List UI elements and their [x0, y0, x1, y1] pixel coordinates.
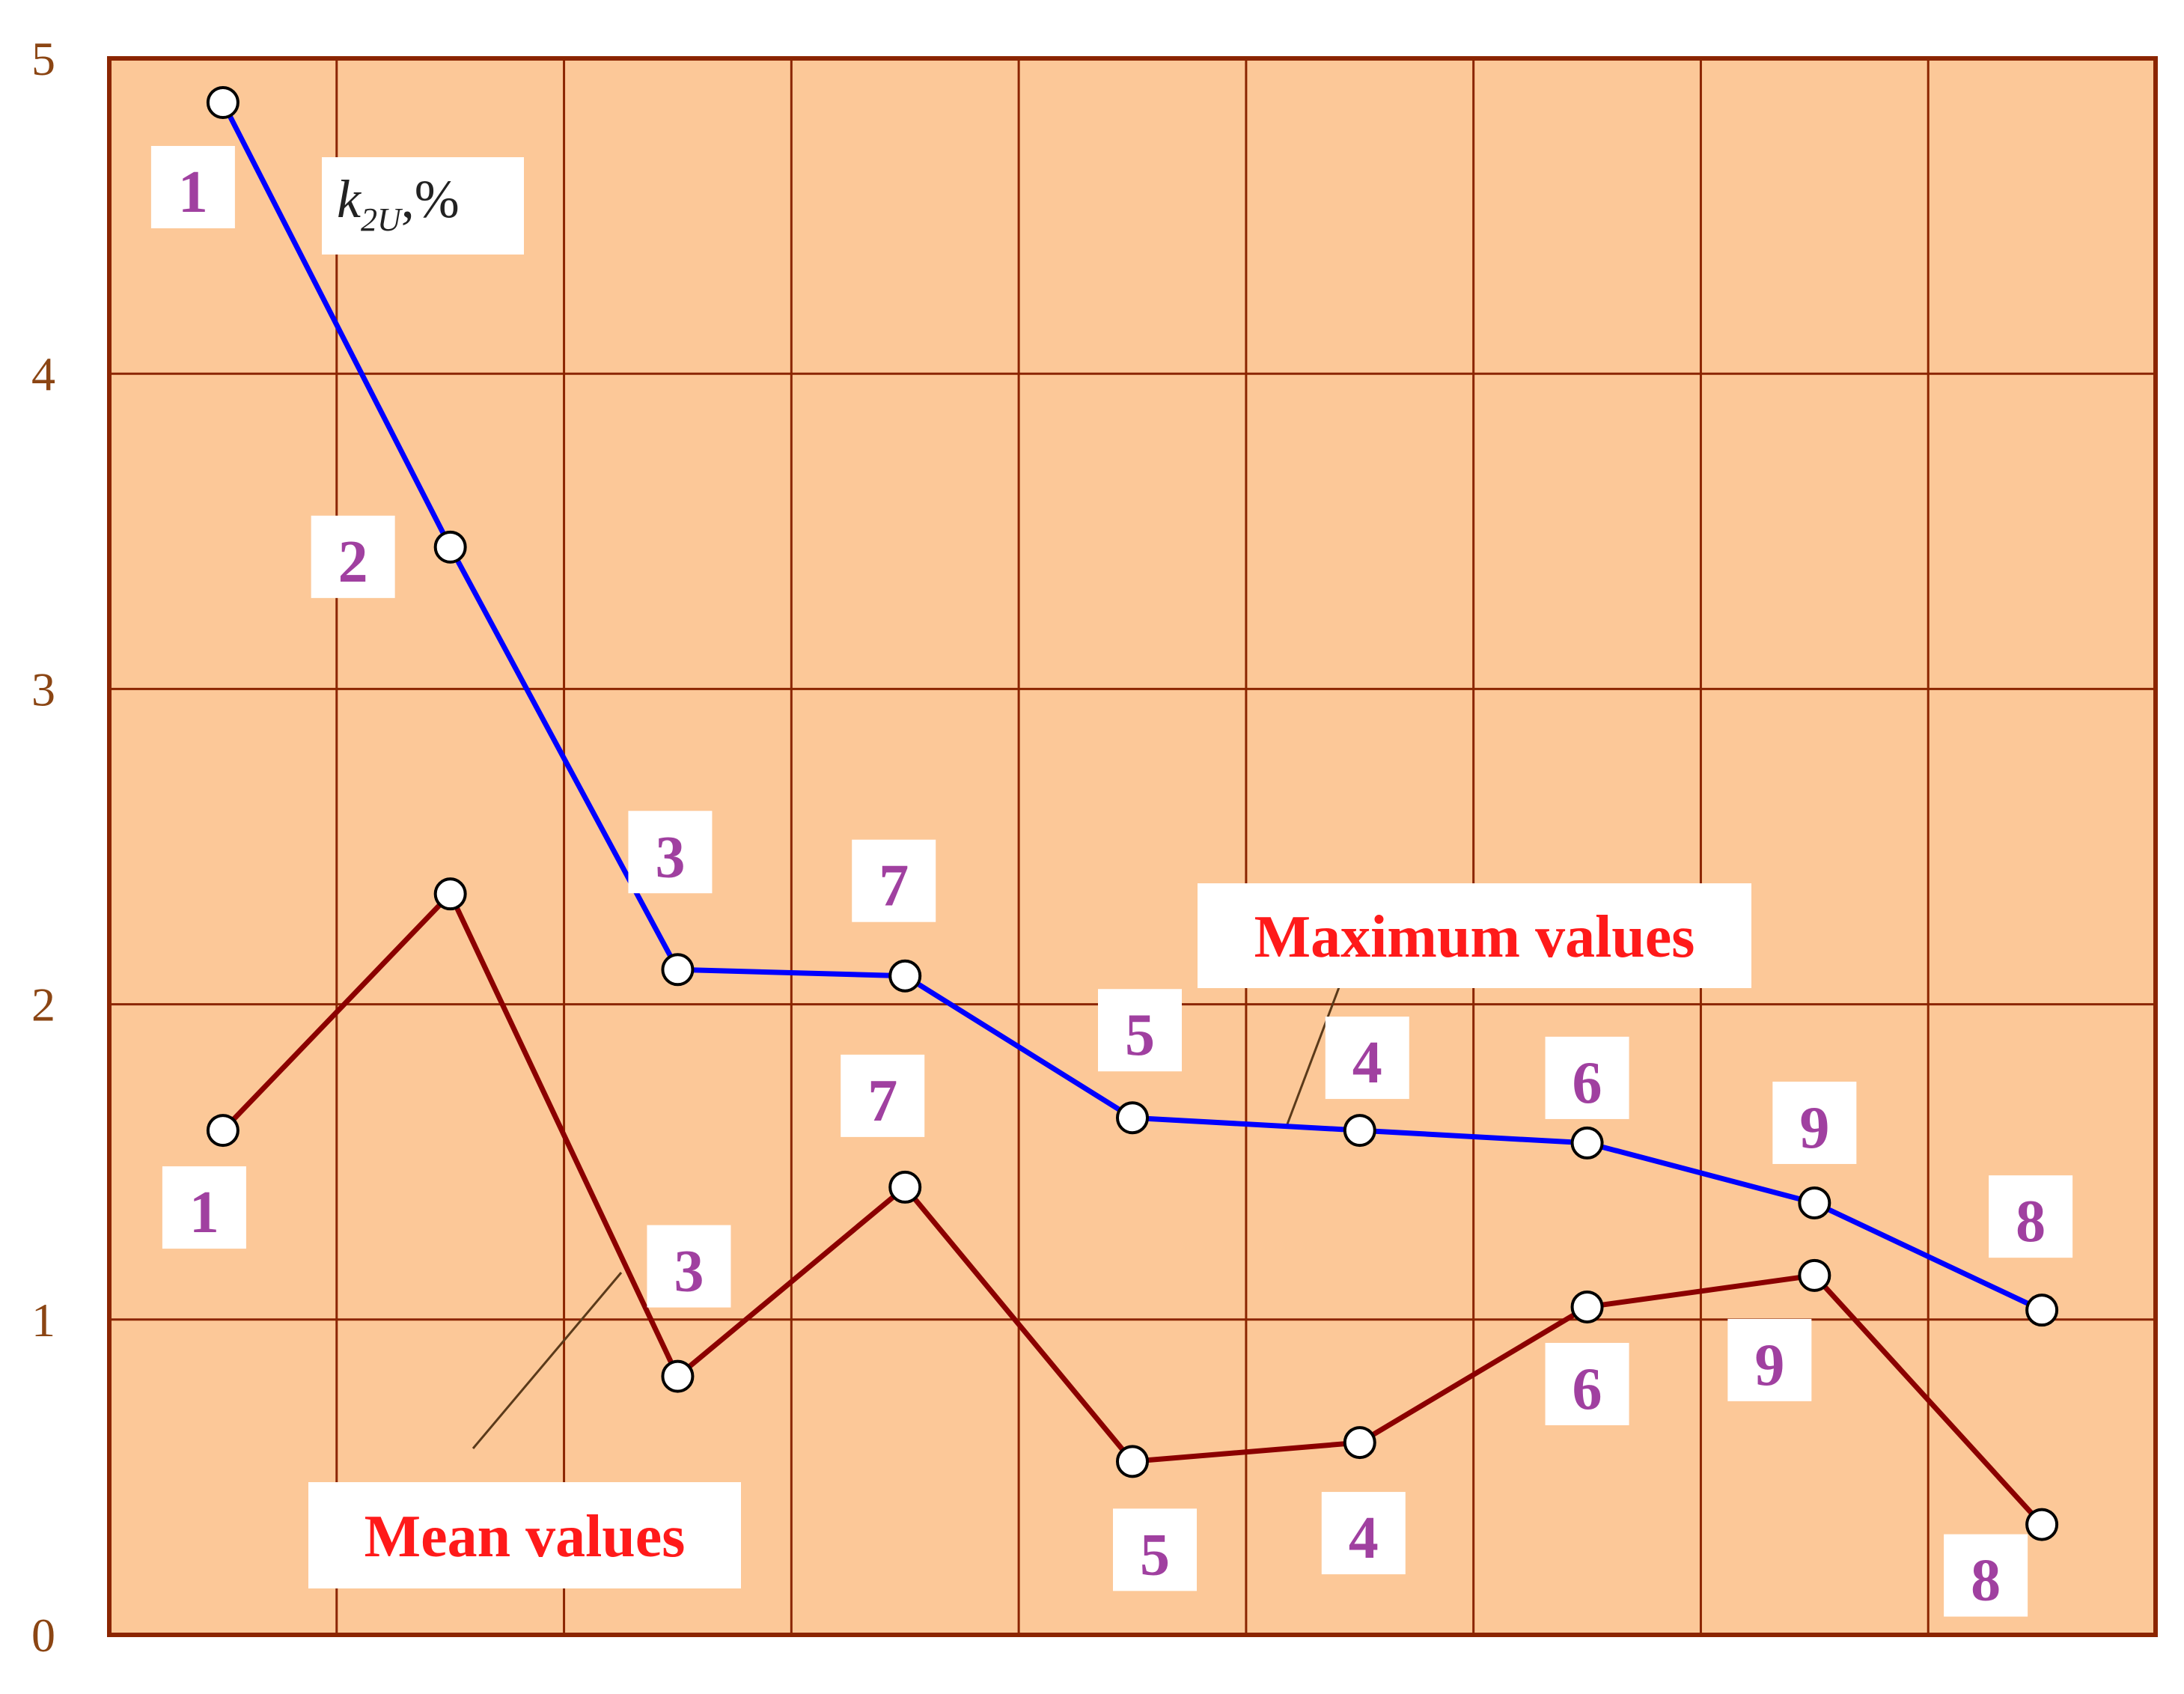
- point-label: 1: [178, 159, 208, 225]
- callout-mean-values: Mean values: [364, 1504, 686, 1570]
- leader-lines: [472, 965, 1349, 1449]
- point-label-box: [1545, 1036, 1629, 1119]
- point-labels: 1 2 3 7 5 4 6 9 8 1 3 7 5 4 6 9 8: [150, 145, 2073, 1617]
- y-tick-label: 4: [31, 347, 55, 400]
- y-axis-ticks: 0 1 2 3 4 5: [31, 32, 55, 1662]
- point-label: 8: [2016, 1189, 2046, 1255]
- point-label-box: [1113, 1508, 1197, 1591]
- y-axis-label-suffix: ,%: [401, 169, 460, 229]
- y-tick-label: 2: [31, 978, 55, 1032]
- point-label-box: [162, 1166, 246, 1249]
- y-axis-label-main: k: [337, 169, 362, 229]
- grid-lines: [109, 58, 2156, 1635]
- data-point: [888, 959, 922, 993]
- point-label-box: [150, 145, 235, 228]
- point-label-box: [841, 1054, 925, 1137]
- data-point: [1116, 1101, 1149, 1135]
- point-label: 7: [879, 853, 909, 919]
- data-point: [2025, 1508, 2059, 1541]
- y-tick-label: 3: [31, 662, 55, 716]
- point-label: 9: [1799, 1095, 1829, 1161]
- point-label-box: [1325, 1017, 1409, 1100]
- callout-mean-values-box: [308, 1482, 741, 1588]
- data-points: [206, 85, 2059, 1541]
- point-label: 1: [189, 1180, 219, 1246]
- point-label: 6: [1573, 1356, 1602, 1422]
- plot-frame: [107, 56, 2158, 1637]
- point-label: 4: [1352, 1030, 1382, 1096]
- y-axis-label-box: [322, 157, 524, 255]
- data-point: [1570, 1290, 1604, 1323]
- y-tick-label: 0: [31, 1609, 55, 1662]
- point-label: 2: [338, 529, 368, 595]
- point-label-box: [1545, 1342, 1629, 1425]
- data-point: [433, 530, 467, 564]
- point-label-box: [628, 811, 713, 894]
- point-label: 5: [1125, 1002, 1155, 1068]
- data-point: [2025, 1294, 2059, 1327]
- point-label-box: [852, 839, 936, 922]
- data-point: [1116, 1445, 1149, 1478]
- point-label-box: [311, 515, 395, 598]
- point-label: 8: [1971, 1548, 2001, 1614]
- data-point: [206, 85, 240, 119]
- point-label: 3: [674, 1239, 704, 1305]
- callout-maximum-values-box: [1198, 883, 1751, 988]
- data-point: [1798, 1258, 1831, 1292]
- data-point: [661, 1359, 695, 1393]
- y-axis-label: k2U,%: [337, 169, 460, 238]
- point-label-box: [1772, 1081, 1857, 1164]
- y-axis-label: k2U,%: [322, 157, 524, 255]
- leader-line-maximum: [1286, 965, 1349, 1125]
- data-point: [1343, 1114, 1376, 1148]
- point-label: 5: [1140, 1522, 1170, 1588]
- point-label-box: [1989, 1175, 2073, 1258]
- data-point: [1343, 1426, 1376, 1460]
- point-label-box: [1098, 989, 1182, 1072]
- data-point: [1570, 1126, 1604, 1160]
- y-tick-label: 1: [31, 1294, 55, 1347]
- data-point: [1798, 1186, 1831, 1219]
- point-label: 9: [1754, 1332, 1784, 1398]
- y-axis-label-sub: 2U: [361, 201, 403, 238]
- callout-maximum-values: Maximum values: [1254, 904, 1695, 970]
- data-point: [433, 877, 467, 911]
- plot-background: [109, 58, 2156, 1635]
- data-point: [206, 1114, 240, 1148]
- point-label: 6: [1573, 1050, 1602, 1116]
- leader-line-mean: [472, 1272, 623, 1449]
- series-callouts: Maximum values Mean values: [308, 883, 1751, 1588]
- point-label: 7: [867, 1068, 897, 1134]
- point-label-box: [1944, 1534, 2028, 1617]
- point-label-box: [1727, 1318, 1812, 1401]
- y-tick-label: 5: [31, 32, 55, 85]
- point-label-box: [647, 1225, 731, 1308]
- point-label: 4: [1349, 1505, 1379, 1571]
- point-label: 3: [655, 824, 685, 890]
- point-label-box: [1321, 1492, 1406, 1575]
- data-point: [661, 953, 695, 987]
- data-point: [888, 1170, 922, 1204]
